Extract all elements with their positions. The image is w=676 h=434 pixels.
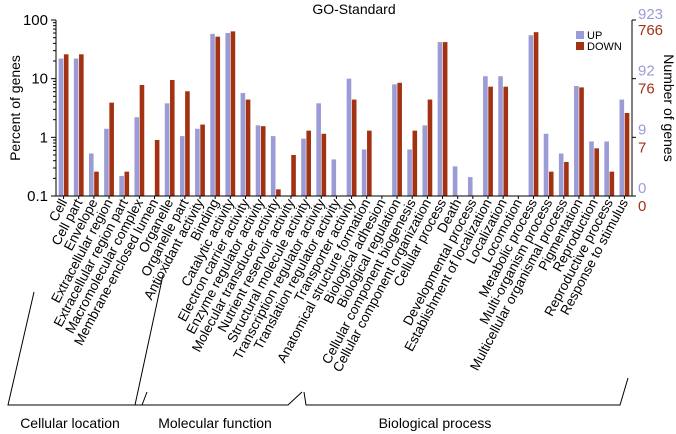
bracket-cellular-location: [7, 291, 148, 406]
bar-up: [240, 92, 246, 196]
bar-down: [185, 91, 190, 196]
bar-down: [321, 133, 327, 196]
y2-tick-label-up: 9: [638, 121, 646, 138]
bar-down: [63, 54, 69, 196]
bar-up: [361, 149, 367, 196]
bar-down: [488, 86, 493, 196]
bar-up: [210, 33, 215, 196]
legend-label-up: UP: [587, 30, 602, 42]
legend-label-down: DOWN: [587, 41, 622, 53]
y-tick-label: 100: [23, 12, 48, 29]
bar-up: [73, 58, 79, 196]
bar-down: [412, 130, 418, 196]
bar-up: [543, 133, 549, 196]
bar-down: [109, 102, 114, 196]
bar-up: [119, 175, 124, 196]
bar-down: [503, 86, 509, 196]
bar-up: [316, 103, 321, 196]
bar-up: [422, 125, 428, 196]
bar-down: [94, 171, 99, 196]
chart-title: GO-Standard: [312, 1, 395, 17]
bar-up: [467, 177, 473, 196]
bar-up: [225, 33, 231, 196]
y2-tick-label-down: 0: [638, 198, 646, 215]
bar-up: [104, 128, 109, 196]
bar-down: [79, 54, 84, 196]
bar-up: [301, 138, 306, 196]
bar-down: [200, 124, 205, 196]
y-axis-title: Percent of genes: [7, 55, 23, 161]
bracket-biological-process: [303, 377, 629, 406]
bar-up: [604, 141, 609, 196]
bar-down: [306, 130, 312, 196]
group-label-biological-process: Biological process: [379, 415, 492, 431]
bar-down: [442, 42, 448, 196]
y2-tick-label-down: 766: [638, 22, 663, 39]
bar-down: [245, 99, 251, 196]
group-label-cellular-location: Cellular location: [20, 415, 120, 431]
bracket-molecular-function: [134, 274, 303, 406]
bar-down: [351, 99, 357, 196]
bar-down: [154, 140, 160, 196]
bar-down: [260, 126, 266, 196]
group-label-molecular-function: Molecular function: [158, 415, 272, 431]
bar-up: [58, 58, 64, 196]
y2-tick-label-up: 923: [638, 6, 663, 23]
bar-down: [564, 161, 569, 196]
bar-up: [498, 76, 503, 196]
bar-up: [619, 99, 625, 196]
bar-down: [609, 171, 615, 196]
y2-tick-label-down: 7: [638, 139, 646, 156]
y2-axis-title: Number of genes: [661, 54, 676, 161]
bar-up: [574, 86, 579, 196]
bar-up: [195, 128, 200, 196]
bar-down: [594, 148, 600, 196]
legend-swatch-up: [576, 31, 584, 39]
bar-down: [427, 99, 433, 196]
y2-tick-label-up: 0: [638, 180, 646, 197]
bar-down: [548, 171, 554, 196]
bar-down: [624, 112, 630, 196]
bar-up: [331, 159, 337, 196]
y-tick-label: 10: [31, 71, 48, 88]
bar-up: [88, 153, 94, 196]
bar-down: [230, 31, 236, 197]
bar-up: [134, 117, 140, 196]
bar-up: [452, 166, 458, 196]
y-tick-label: 0.1: [27, 188, 48, 205]
bar-up: [558, 153, 564, 196]
bar-up: [528, 35, 534, 197]
legend-swatch-down: [576, 42, 584, 50]
bar-up: [270, 136, 276, 196]
bar-up: [164, 103, 170, 196]
bar-up: [437, 42, 443, 196]
bar-down: [367, 130, 372, 196]
bar-up: [407, 149, 412, 196]
bar-down: [139, 85, 145, 196]
bar-up: [346, 78, 352, 196]
bar-up: [392, 84, 397, 196]
bar-up: [255, 125, 261, 196]
bar-down: [397, 82, 402, 196]
bar-up: [179, 136, 185, 196]
bar-down: [215, 36, 221, 196]
y2-tick-label-down: 76: [638, 81, 655, 98]
y-tick-label: 1: [40, 129, 48, 146]
bar-down: [533, 32, 539, 197]
bar-up: [589, 141, 594, 196]
bar-down: [276, 189, 281, 196]
bar-down: [124, 171, 130, 196]
bar-down: [579, 87, 584, 196]
bar-down: [291, 154, 296, 196]
y2-tick-label-up: 92: [638, 63, 655, 80]
bar-up: [483, 76, 488, 196]
bar-down: [169, 79, 175, 196]
